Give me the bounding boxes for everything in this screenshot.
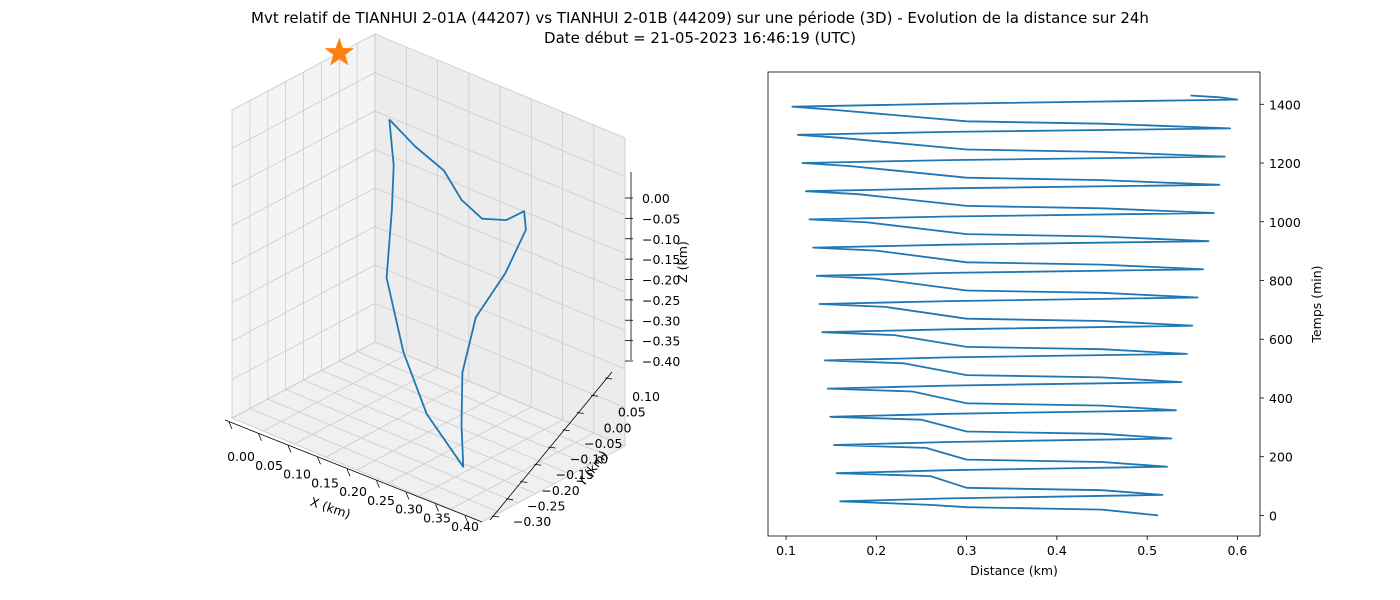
- grid-line-z: [231, 33, 626, 139]
- y-tick-label: 1200: [1269, 156, 1301, 171]
- y-tick: [506, 498, 514, 501]
- y-tick: [590, 394, 598, 397]
- y-tick-label: 0.10: [632, 389, 660, 404]
- x-tick-label: 0.25: [367, 493, 395, 508]
- x-tick: [464, 515, 469, 524]
- z-tick-label: −0.25: [642, 293, 680, 308]
- y-tick-label: 0.05: [618, 405, 646, 420]
- y-axis-line: [489, 371, 613, 521]
- y-tick-label: 1400: [1269, 97, 1301, 112]
- grid-line-y: [267, 91, 518, 504]
- x-tick-label: 0.20: [339, 484, 367, 499]
- y-tick-label: 200: [1269, 450, 1293, 465]
- y-tick-label: 600: [1269, 332, 1293, 347]
- y-tick-label: −0.20: [541, 483, 579, 498]
- x-axis-line: [224, 419, 483, 523]
- chart-titles: Mvt relatif de TIANHUI 2-01A (44207) vs …: [0, 8, 1400, 48]
- z-tick-label: 0.00: [642, 191, 670, 206]
- z-tick-label: −0.30: [642, 313, 680, 328]
- y-tick-label: −0.05: [584, 436, 622, 451]
- x-tick-label: 0.4: [1047, 543, 1067, 558]
- y-tick-label: 0: [1269, 508, 1277, 523]
- z-tick-label: −0.35: [642, 334, 680, 349]
- y-tick: [562, 429, 570, 432]
- y-tick-label: −0.15: [556, 467, 594, 482]
- grid-line-y: [374, 34, 626, 447]
- x-tick-label: 0.3: [957, 543, 977, 558]
- x-tick-label: 0.2: [866, 543, 886, 558]
- grid-line-y: [285, 81, 536, 494]
- y-tick: [576, 412, 584, 414]
- y-tick-label: 0.00: [604, 420, 632, 435]
- x-tick-label: 0.15: [311, 475, 339, 490]
- z-tick-label: −0.20: [642, 273, 680, 288]
- x-tick-label: 0.5: [1137, 543, 1157, 558]
- chart-distance-time: 0.1 0.2 0.3 0.4 0.5 0.6 Distance (km) 0 200 400 60…: [767, 71, 1324, 578]
- x-tick-label: 0.05: [255, 458, 283, 473]
- z-tick-label: −0.10: [642, 232, 680, 247]
- trajectory-line: [385, 118, 527, 468]
- y-tick-label: −0.25: [527, 498, 565, 513]
- x-tick: [228, 421, 233, 430]
- chart-3d-relative-motion: 0.000.050.100.150.200.250.300.350.40X (k…: [224, 33, 690, 534]
- x-axis-label: Distance (km): [970, 563, 1058, 578]
- z-tick-label: −0.15: [642, 252, 680, 267]
- x-tick-label: 0.40: [451, 519, 479, 534]
- y-tick-label: 800: [1269, 274, 1293, 289]
- z-tick-label: −0.05: [642, 211, 680, 226]
- grid-line-y: [320, 62, 572, 475]
- x-tick: [258, 433, 262, 441]
- x-tick: [346, 468, 351, 477]
- grid-line-y: [356, 43, 608, 456]
- grid-line-y: [249, 100, 501, 513]
- x-tick-label: 0.10: [283, 467, 311, 482]
- z-axis-label: Z (km): [675, 241, 690, 283]
- x-tick: [287, 445, 292, 453]
- y-tick-label: −0.10: [570, 452, 608, 467]
- x-tick-label: 0.1: [776, 543, 796, 558]
- distance-series-line: [791, 94, 1239, 517]
- x-tick-label: 0.30: [395, 502, 423, 517]
- y-tick-label: −0.30: [513, 514, 551, 529]
- x-tick-label: 0.35: [423, 510, 451, 525]
- y-tick: [491, 515, 500, 518]
- y-tick: [548, 446, 556, 449]
- x-tick: [317, 457, 321, 465]
- y-tick: [520, 481, 528, 483]
- x-tick-label: 0.00: [227, 449, 255, 464]
- grid-line-y: [303, 72, 554, 485]
- x-tick: [405, 492, 410, 500]
- y-tick-label: 1000: [1269, 215, 1301, 230]
- origin-star-marker: [324, 37, 355, 66]
- chart-subtitle: Date début = 21-05-2023 16:46:19 (UTC): [544, 29, 856, 47]
- grid-line-y: [338, 53, 590, 466]
- chart-title: Mvt relatif de TIANHUI 2-01A (44207) vs …: [251, 9, 1149, 27]
- y-tick: [534, 463, 542, 466]
- y-tick: [604, 377, 613, 380]
- z-tick-label: −0.40: [642, 354, 680, 369]
- x-tick: [435, 504, 439, 512]
- x-tick: [376, 480, 380, 488]
- y-tick-label: 400: [1269, 391, 1293, 406]
- x-tick-label: 0.6: [1227, 543, 1247, 558]
- y-axis-label: Temps (min): [1309, 265, 1324, 343]
